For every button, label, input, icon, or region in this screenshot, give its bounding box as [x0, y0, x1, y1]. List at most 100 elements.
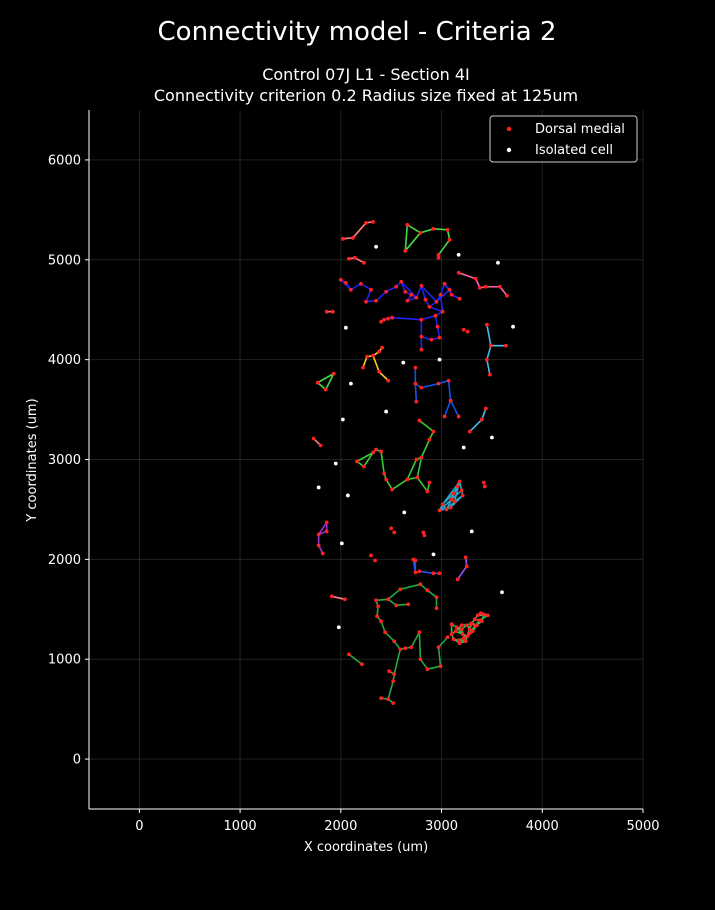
- dorsal-medial-point: [348, 287, 353, 292]
- dorsal-medial-point: [353, 255, 357, 260]
- dorsal-medial-point: [417, 418, 422, 423]
- dorsal-medial-point: [475, 613, 480, 618]
- dorsal-medial-point: [346, 256, 351, 261]
- dorsal-medial-point: [467, 429, 472, 434]
- dorsal-medial-point: [371, 353, 375, 358]
- dorsal-medial-point: [331, 371, 336, 376]
- dorsal-medial-point: [384, 477, 389, 482]
- dorsal-medial-point: [405, 298, 410, 303]
- connection-edge: [387, 680, 394, 700]
- dorsal-medial-point: [392, 639, 397, 644]
- connection-edge: [348, 653, 363, 666]
- dorsal-medial-point: [346, 652, 351, 657]
- dorsal-medial-point: [451, 637, 456, 642]
- x-tick-label: 0: [135, 819, 143, 834]
- dorsal-medial-point: [425, 588, 430, 593]
- isolated-cell-point: [496, 260, 500, 265]
- connection-edge: [387, 588, 402, 601]
- connection-edge: [317, 521, 328, 536]
- dorsal-medial-point: [456, 638, 461, 643]
- dorsal-medial-point: [455, 484, 460, 489]
- dorsal-medial-point: [427, 304, 432, 309]
- x-tick-label: 5000: [626, 819, 659, 834]
- connection-edge: [420, 382, 440, 389]
- dorsal-medial-point: [468, 622, 473, 627]
- dorsal-medial-point: [473, 276, 478, 281]
- dorsal-medial-point: [454, 625, 459, 630]
- dorsal-medial-point: [431, 429, 436, 434]
- dorsal-medial-point: [419, 334, 424, 339]
- dorsal-medial-point: [386, 597, 391, 602]
- dorsal-medial-point: [409, 292, 414, 297]
- dorsal-medial-point: [460, 632, 465, 637]
- connection-edge: [399, 583, 422, 591]
- dorsal-medial-point: [425, 489, 430, 494]
- connection-edge: [365, 288, 372, 303]
- dorsal-medial-point: [456, 414, 461, 419]
- isolated-cell-point: [456, 252, 461, 257]
- dorsal-medial-point: [425, 667, 430, 672]
- connection-edge: [468, 418, 483, 433]
- dorsal-medial-point: [392, 530, 397, 535]
- dorsal-medial-point: [362, 464, 366, 469]
- dorsal-medial-point: [365, 354, 369, 359]
- dorsal-medial-point: [403, 248, 408, 253]
- dorsal-medial-point: [398, 587, 403, 592]
- connection-edge: [449, 399, 460, 418]
- dorsal-medial-point: [373, 558, 377, 563]
- connection-edge: [416, 476, 429, 493]
- dorsal-medial-point: [482, 484, 487, 489]
- dorsal-medial-point: [419, 347, 424, 352]
- dorsal-medial-point: [359, 281, 363, 286]
- dorsal-medial-point: [377, 369, 381, 374]
- dorsal-medial-point: [418, 230, 423, 235]
- dorsal-medial-point: [369, 553, 373, 558]
- connection-edge: [428, 305, 444, 313]
- connection-edge: [420, 438, 431, 459]
- dorsal-medial-point: [446, 378, 451, 383]
- dorsal-medial-point: [414, 295, 419, 300]
- dorsal-medial-point: [355, 459, 359, 464]
- y-tick-label: 0: [73, 753, 81, 768]
- isolated-cell-point: [490, 435, 494, 440]
- dorsal-medial-point: [371, 219, 375, 224]
- dorsal-medial-point: [374, 298, 378, 303]
- dorsal-medial-point: [449, 497, 454, 502]
- dorsal-medial-point: [504, 343, 508, 348]
- dorsal-medial-point: [461, 636, 466, 641]
- isolated-cell-point: [401, 360, 406, 365]
- dorsal-medial-point: [364, 299, 368, 304]
- connection-edge: [437, 646, 442, 668]
- x-tick-label: 4000: [526, 819, 559, 834]
- legend-label-isolated-cell: Isolated cell: [535, 143, 613, 158]
- dorsal-medial-point: [369, 287, 373, 292]
- dorsal-medial-point: [448, 398, 453, 403]
- isolated-cell-point: [431, 552, 436, 557]
- x-axis-label: X coordinates (um): [304, 840, 428, 855]
- dorsal-medial-point: [318, 443, 323, 448]
- isolated-cell-point: [333, 461, 338, 466]
- connection-edge: [356, 451, 374, 463]
- isolated-cell-point: [345, 493, 350, 498]
- legend-label-dorsal-medial: Dorsal medial: [535, 122, 625, 137]
- dorsal-medial-point: [414, 457, 419, 462]
- dorsal-medial-point: [413, 558, 418, 563]
- dorsal-medial-point: [427, 437, 432, 442]
- connection-edge: [447, 379, 452, 402]
- dorsal-medial-point: [429, 337, 434, 342]
- y-tick-label: 1000: [48, 653, 81, 668]
- connection-edge: [443, 399, 452, 418]
- dorsal-medial-point: [343, 280, 348, 285]
- dorsal-medial-point: [413, 381, 418, 386]
- chart-title-line2: Connectivity criterion 0.2 Radius size f…: [154, 86, 578, 105]
- dorsal-medial-point: [423, 297, 428, 302]
- legend-marker-dorsal-medial: [506, 126, 512, 132]
- connection-edge: [418, 570, 435, 575]
- dorsal-medial-point: [472, 617, 477, 622]
- dorsal-medial-point: [449, 632, 454, 637]
- dorsal-medial-point: [403, 289, 408, 294]
- dorsal-medial-point: [460, 493, 465, 498]
- connection-edge: [486, 323, 492, 347]
- dorsal-medial-point: [474, 623, 479, 628]
- connection-edge: [426, 589, 438, 599]
